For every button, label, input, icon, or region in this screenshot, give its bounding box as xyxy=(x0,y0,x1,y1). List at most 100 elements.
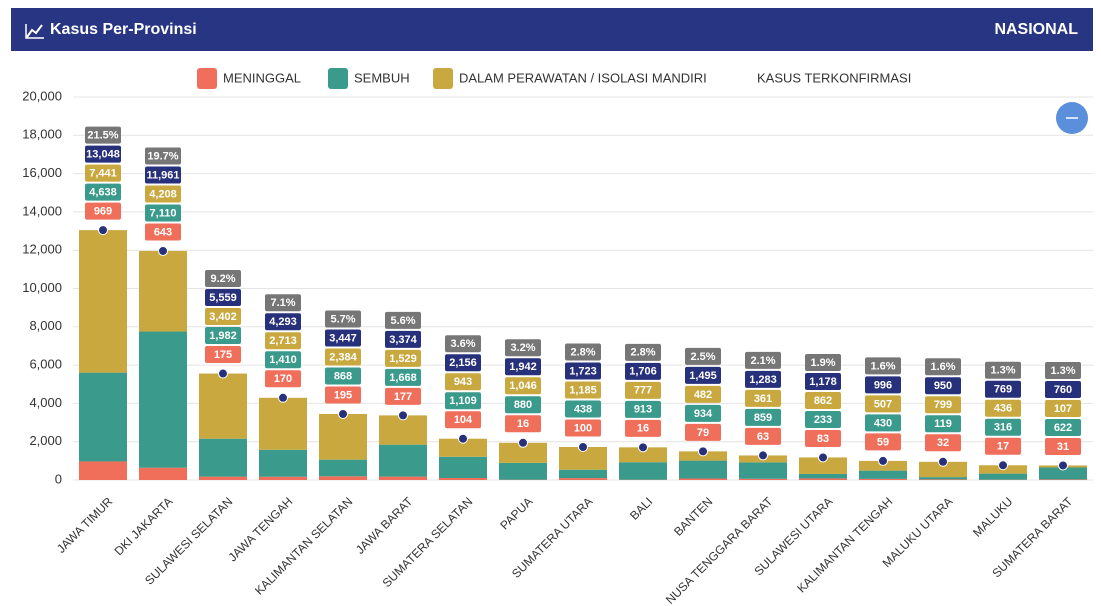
data-label: 969 xyxy=(94,206,112,218)
legend-label[interactable]: DALAM PERAWATAN / ISOLASI MANDIRI xyxy=(459,70,707,85)
header-bar xyxy=(11,8,1093,51)
legend-swatch[interactable] xyxy=(197,68,217,89)
bar-segment xyxy=(259,476,307,480)
data-label: 622 xyxy=(1054,422,1072,434)
data-label: 3,447 xyxy=(329,332,357,344)
data-label: 1,495 xyxy=(689,370,717,382)
legend-label[interactable]: SEMBUH xyxy=(354,70,410,85)
bar-segment xyxy=(799,457,847,474)
label-box xyxy=(385,368,421,386)
bar-segment xyxy=(859,470,907,479)
label-box xyxy=(865,376,901,394)
bar-segment xyxy=(199,438,247,477)
bar-segment xyxy=(79,230,127,373)
label-box xyxy=(385,330,421,348)
label-box xyxy=(685,385,721,403)
data-label: 5,559 xyxy=(209,292,237,304)
data-label: 934 xyxy=(694,408,713,420)
label-box xyxy=(985,399,1021,417)
bar-segment xyxy=(439,456,487,479)
legend-swatch[interactable] xyxy=(328,68,348,89)
data-label: 430 xyxy=(874,417,892,429)
label-box xyxy=(1045,380,1081,398)
bar-segment xyxy=(979,473,1027,480)
chart-icon xyxy=(26,24,43,38)
bar-segment xyxy=(619,462,667,480)
total-marker xyxy=(158,245,168,256)
data-label: 17 xyxy=(997,441,1009,453)
data-label: 2.1% xyxy=(750,355,775,367)
data-label: 63 xyxy=(757,431,769,443)
label-box xyxy=(85,126,121,144)
label-box xyxy=(1045,418,1081,436)
bar-segment xyxy=(439,438,487,457)
y-tick-label: 14,000 xyxy=(22,203,62,218)
y-tick-label: 10,000 xyxy=(22,280,62,295)
bar-segment xyxy=(139,331,187,468)
total-marker xyxy=(518,437,528,448)
data-label: 1,046 xyxy=(509,380,537,392)
label-box xyxy=(385,349,421,367)
data-label: 436 xyxy=(994,403,1012,415)
y-tick-label: 16,000 xyxy=(22,165,62,180)
label-box xyxy=(325,329,361,347)
label-box xyxy=(445,411,481,429)
label-box xyxy=(445,392,481,410)
data-label: 16 xyxy=(637,423,649,435)
bar-segment xyxy=(559,469,607,479)
data-label: 361 xyxy=(754,393,772,405)
bar-segment xyxy=(859,478,907,480)
x-tick-label: BANTEN xyxy=(671,494,715,538)
legend-label[interactable]: MENINGGAL xyxy=(223,70,301,85)
total-marker xyxy=(278,392,288,403)
label-box xyxy=(625,400,661,418)
label-box xyxy=(925,415,961,433)
data-label: 5.6% xyxy=(390,315,415,327)
data-label: 32 xyxy=(937,437,949,449)
bar-segment xyxy=(379,444,427,477)
bar-segment xyxy=(679,478,727,480)
data-label: 4,293 xyxy=(269,316,297,328)
label-box xyxy=(205,308,241,326)
label-box xyxy=(685,366,721,384)
data-label: 880 xyxy=(514,399,532,411)
data-label: 13,048 xyxy=(86,149,120,161)
y-tick-label: 18,000 xyxy=(22,127,62,142)
label-box xyxy=(505,358,541,376)
data-label: 950 xyxy=(934,380,952,392)
header-scope[interactable]: NASIONAL xyxy=(994,21,1078,38)
data-label: 943 xyxy=(454,376,472,388)
label-box xyxy=(145,166,181,184)
label-box xyxy=(985,380,1021,398)
data-label: 3.6% xyxy=(450,338,475,350)
label-box xyxy=(505,396,541,414)
data-label: 482 xyxy=(694,389,712,401)
total-marker xyxy=(938,456,948,467)
bar-segment xyxy=(79,461,127,480)
label-box xyxy=(925,434,961,452)
data-label: 316 xyxy=(994,422,1012,434)
bar-segment xyxy=(379,476,427,480)
label-box xyxy=(265,313,301,331)
label-box xyxy=(85,183,121,201)
y-tick-label: 20,000 xyxy=(22,88,62,103)
label-box xyxy=(325,386,361,404)
data-label: 2.8% xyxy=(630,347,655,359)
legend-label[interactable]: KASUS TERKONFIRMASI xyxy=(757,70,911,85)
label-box xyxy=(745,389,781,407)
data-label: 859 xyxy=(754,412,772,424)
bar-segment xyxy=(919,461,967,478)
legend-swatch[interactable] xyxy=(433,68,453,89)
data-label: 100 xyxy=(574,422,592,434)
label-box xyxy=(805,372,841,390)
bar-segment xyxy=(199,476,247,480)
bar-segment xyxy=(799,478,847,480)
label-box xyxy=(505,339,541,357)
label-box xyxy=(565,400,601,418)
data-label: 913 xyxy=(634,404,652,416)
y-tick-label: 0 xyxy=(55,471,62,486)
label-box xyxy=(325,367,361,385)
label-box xyxy=(565,419,601,437)
bar-segment xyxy=(139,467,187,480)
label-box xyxy=(1045,437,1081,455)
